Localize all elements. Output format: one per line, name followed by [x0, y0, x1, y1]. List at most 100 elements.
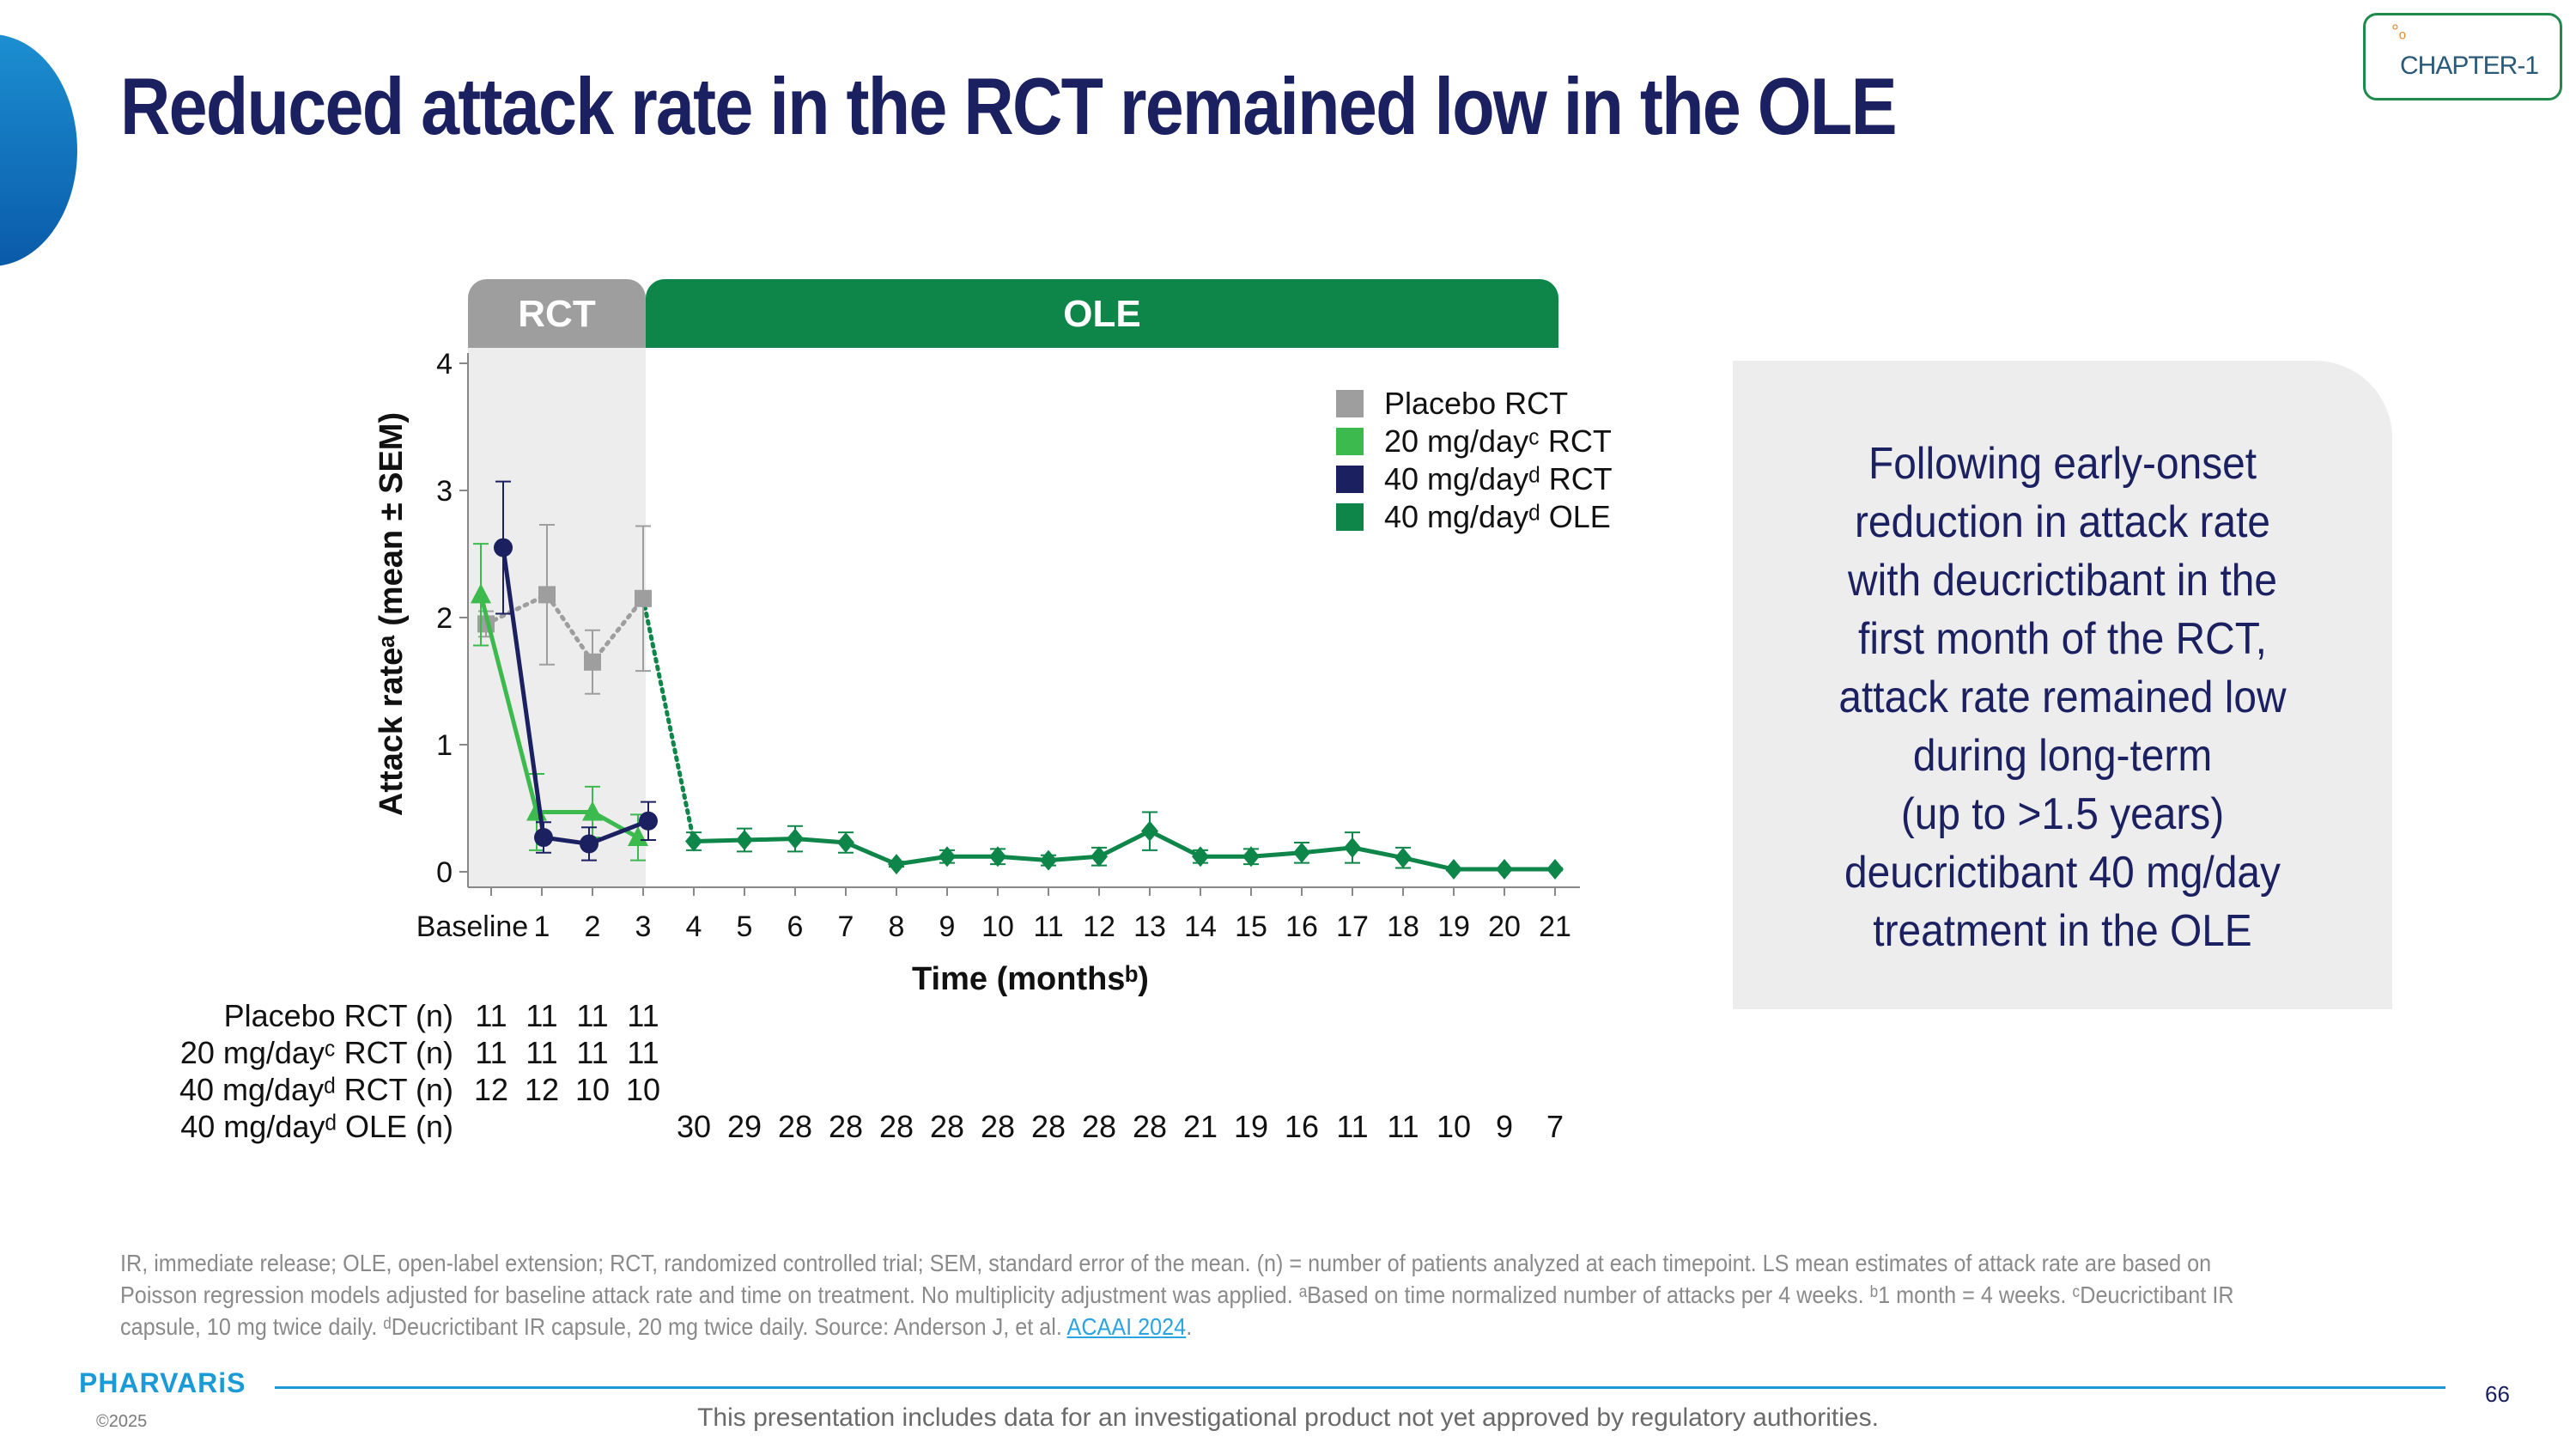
legend-label: 40 mg/dayᵈ OLE — [1384, 499, 1611, 534]
data-point — [1040, 849, 1057, 871]
data-point — [1496, 859, 1513, 880]
n-table-row-label: 40 mg/dayᵈ OLE (n) — [180, 1109, 453, 1144]
x-tick-label: 8 — [889, 910, 905, 943]
series-line — [483, 592, 646, 665]
n-table-value: 28 — [1133, 1109, 1167, 1144]
data-point — [534, 828, 553, 848]
data-point — [1394, 847, 1412, 868]
x-tick-label: 16 — [1285, 910, 1318, 943]
x-tick-label: 9 — [939, 910, 956, 943]
n-table-value: 11 — [1336, 1109, 1368, 1144]
n-table-value: 11 — [475, 1035, 507, 1070]
y-tick-label: 0 — [436, 856, 453, 889]
footnote-text: IR, immediate release; OLE, open-label e… — [120, 1250, 2234, 1340]
legend-label: 40 mg/dayᵈ RCT — [1384, 461, 1613, 496]
x-tick-label: 6 — [787, 910, 804, 943]
n-table-value: 10 — [575, 1072, 610, 1107]
data-point — [837, 831, 854, 853]
n-table-value: 28 — [930, 1109, 964, 1144]
n-table-value: 28 — [1031, 1109, 1066, 1144]
x-tick-label: 12 — [1083, 910, 1115, 943]
n-table-value: 9 — [1496, 1109, 1513, 1144]
n-table-value: 21 — [1183, 1109, 1218, 1144]
data-point — [888, 854, 905, 875]
data-point — [1293, 842, 1310, 863]
key-message-box: Following early-onset reduction in attac… — [1733, 361, 2392, 1009]
footer-divider — [275, 1386, 2445, 1389]
y-tick-label: 1 — [436, 729, 453, 762]
data-point — [989, 846, 1006, 868]
x-tick-label: 2 — [585, 910, 601, 943]
series-line — [501, 547, 649, 846]
disclaimer: This presentation includes data for an i… — [697, 1403, 1879, 1432]
data-point — [787, 828, 804, 849]
page-number: 66 — [2485, 1381, 2510, 1407]
n-table-value: 11 — [475, 998, 507, 1033]
data-point — [628, 826, 648, 847]
n-table-row-label: Placebo RCT (n) — [224, 998, 453, 1033]
pharvaris-logo: PHARVARiS — [79, 1367, 246, 1398]
x-tick-label: 5 — [737, 910, 753, 943]
data-point — [639, 811, 658, 831]
n-table-value: 12 — [474, 1072, 508, 1107]
n-table-value: 12 — [525, 1072, 559, 1107]
n-table-value: 28 — [1082, 1109, 1116, 1144]
legend-label: 20 mg/dayᶜ RCT — [1384, 423, 1612, 459]
n-table-value: 28 — [981, 1109, 1015, 1144]
n-table-value: 19 — [1234, 1109, 1268, 1144]
data-point — [580, 834, 598, 854]
data-point — [685, 831, 702, 852]
x-tick-label: 15 — [1235, 910, 1267, 943]
n-table-value: 28 — [778, 1109, 812, 1144]
data-point — [1141, 820, 1158, 842]
series-line — [693, 829, 1555, 872]
source-link[interactable]: ACAAI 2024 — [1066, 1313, 1187, 1340]
n-table-value: 7 — [1546, 1109, 1564, 1144]
data-point — [1242, 846, 1260, 868]
legend-label: Placebo RCT — [1384, 386, 1568, 421]
rct-to-ole-connector — [641, 596, 696, 843]
n-table-value: 16 — [1285, 1109, 1319, 1144]
n-table-row-label: 40 mg/dayᵈ RCT (n) — [179, 1072, 453, 1107]
data-point — [1546, 859, 1564, 880]
chapter-1-logo: °ₒ CHAPTER-1 — [2363, 13, 2562, 100]
n-table-value: 11 — [526, 998, 557, 1033]
legend-swatch — [1336, 390, 1364, 417]
x-axis-title: Time (monthsᵇ) — [912, 961, 1149, 997]
data-point — [471, 583, 491, 604]
ole-phase-label: OLE — [1063, 293, 1140, 335]
data-point — [1091, 846, 1108, 868]
n-table-value: 11 — [1387, 1109, 1419, 1144]
x-tick-label: 14 — [1184, 910, 1217, 943]
n-table-value: 11 — [627, 998, 659, 1033]
data-point — [1344, 837, 1361, 858]
data-point — [635, 589, 652, 607]
n-table-value: 28 — [879, 1109, 914, 1144]
key-message-text: Following early-onset reduction in attac… — [1838, 439, 2287, 956]
x-tick-label: 11 — [1033, 910, 1063, 943]
x-tick-label: Baseline — [416, 910, 528, 943]
y-tick-label: 2 — [436, 602, 453, 635]
x-tick-label: 7 — [838, 910, 854, 943]
n-table-value: 10 — [626, 1072, 660, 1107]
n-table-value: 11 — [526, 1035, 557, 1070]
data-point — [1445, 859, 1462, 880]
n-table-value: 11 — [576, 998, 608, 1033]
copyright: ©2025 — [96, 1412, 148, 1431]
logo-text: CHAPTER-1 — [2400, 52, 2539, 80]
rct-shaded-region — [468, 348, 646, 887]
n-table-value: 11 — [627, 1035, 659, 1070]
x-tick-label: 10 — [981, 910, 1014, 943]
y-tick-label: 3 — [436, 475, 453, 508]
x-tick-label: 13 — [1133, 910, 1166, 943]
ole-phase-header-base — [646, 314, 1558, 348]
data-point — [538, 586, 556, 604]
rct-phase-header-base — [468, 314, 646, 348]
n-table-value: 30 — [677, 1109, 711, 1144]
x-tick-label: 18 — [1387, 910, 1419, 943]
x-tick-label: 3 — [635, 910, 652, 943]
logo-bubbles-icon: °ₒ — [2391, 21, 2407, 42]
legend-swatch — [1336, 466, 1364, 493]
x-tick-label: 4 — [686, 910, 702, 943]
